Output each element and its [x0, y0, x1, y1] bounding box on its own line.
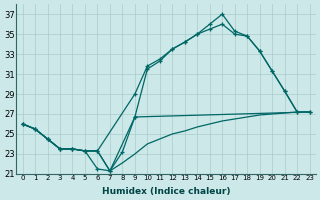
X-axis label: Humidex (Indice chaleur): Humidex (Indice chaleur) [102, 187, 230, 196]
